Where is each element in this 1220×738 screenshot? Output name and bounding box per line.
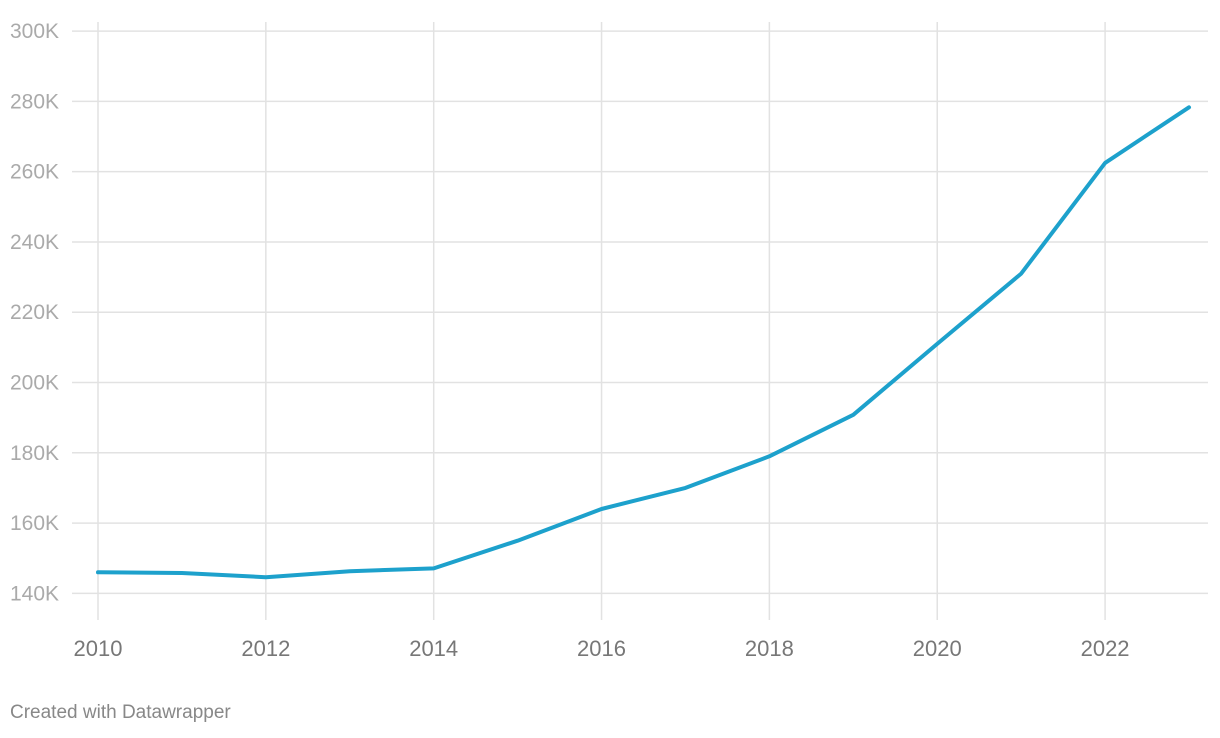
x-tick-label: 2020: [913, 636, 962, 661]
y-tick-label: 300K: [10, 20, 59, 43]
x-tick-label: 2012: [241, 636, 290, 661]
credit-text: Created with Datawrapper: [10, 702, 231, 723]
y-tick-label: 260K: [10, 161, 59, 184]
x-tick-label: 2022: [1081, 636, 1130, 661]
series-line: [96, 105, 1191, 580]
x-tick-label: 2014: [409, 636, 458, 661]
y-tick-label: 160K: [10, 512, 59, 535]
y-tick-label: 240K: [10, 231, 59, 254]
horizontal-gridlines: [72, 30, 1208, 595]
x-tick-label: 2016: [577, 636, 626, 661]
x-axis-tick-labels: 2010 2012 2014 2016 2018 2020 2022: [74, 636, 1130, 661]
vertical-gridlines: [97, 22, 1106, 620]
line-chart: 140K 160K 180K 200K 220K 240K 260K 280K 300K 201…: [10, 20, 1208, 661]
y-tick-label: 220K: [10, 301, 59, 324]
y-tick-label: 180K: [10, 442, 59, 465]
y-tick-label: 140K: [10, 582, 59, 605]
y-tick-label: 200K: [10, 372, 59, 395]
y-axis-tick-labels: 140K 160K 180K 200K 220K 240K 260K 280K 300K: [10, 20, 59, 605]
series-group: [96, 105, 1191, 580]
y-tick-label: 280K: [10, 90, 59, 113]
x-tick-label: 2010: [74, 636, 123, 661]
x-tick-label: 2018: [745, 636, 794, 661]
